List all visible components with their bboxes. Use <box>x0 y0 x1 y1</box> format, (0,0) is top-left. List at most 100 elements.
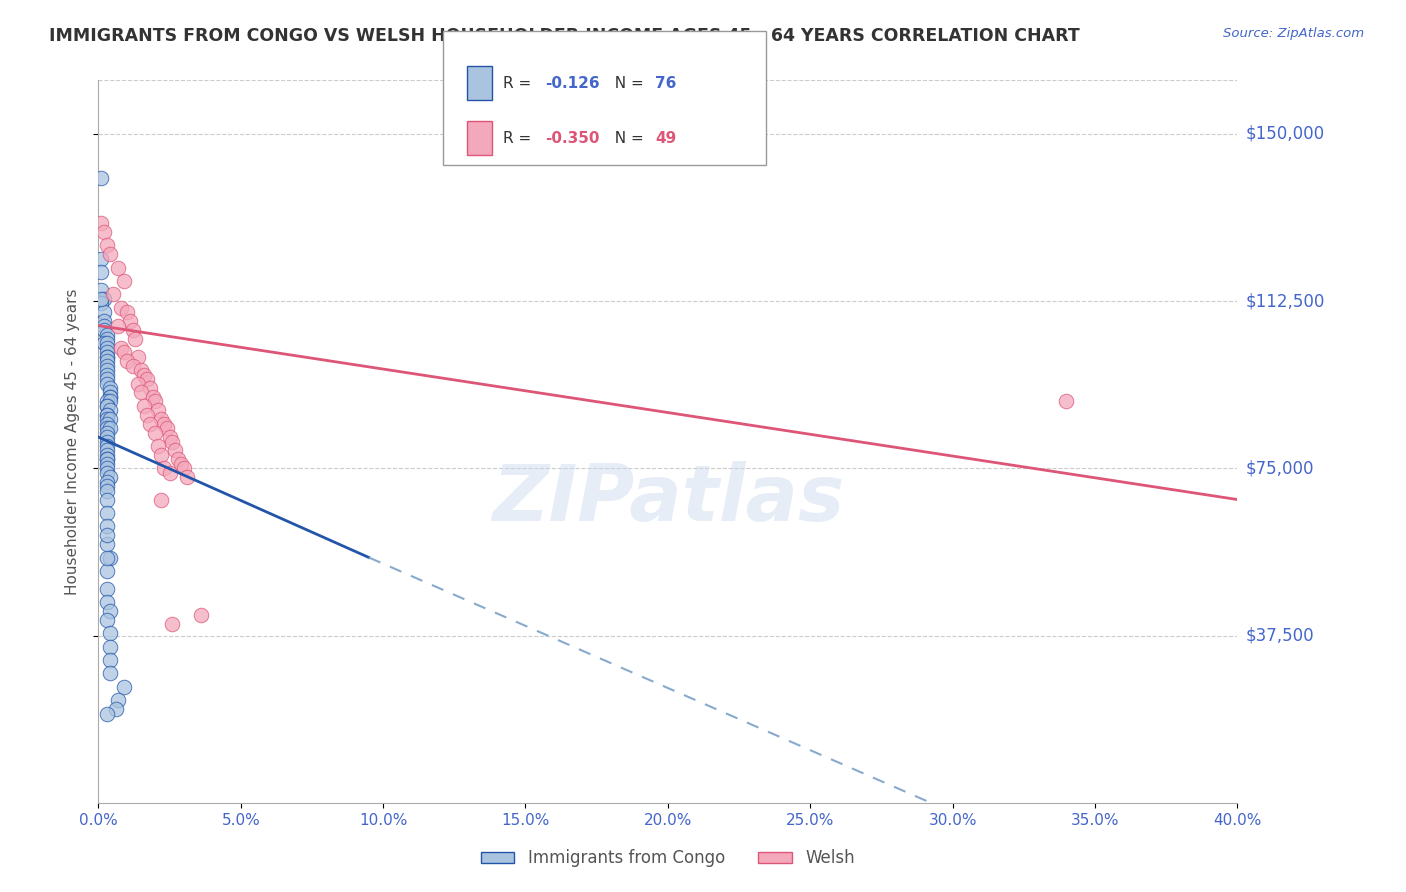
Text: -0.126: -0.126 <box>546 76 600 91</box>
Point <box>98 390 121 404</box>
Point <box>138 417 160 431</box>
Point <box>159 430 181 444</box>
Point <box>110 301 132 315</box>
Point <box>98 470 121 484</box>
Point <box>98 385 121 400</box>
Point <box>90 265 112 279</box>
Point <box>90 216 112 230</box>
Point <box>107 260 129 275</box>
Text: $150,000: $150,000 <box>1246 125 1324 143</box>
Point <box>96 706 118 721</box>
Point <box>127 350 149 364</box>
Text: IMMIGRANTS FROM CONGO VS WELSH HOUSEHOLDER INCOME AGES 45 - 64 YEARS CORRELATION: IMMIGRANTS FROM CONGO VS WELSH HOUSEHOLD… <box>49 27 1080 45</box>
Point <box>176 470 198 484</box>
Point <box>93 314 115 328</box>
Text: $112,500: $112,500 <box>1246 292 1324 310</box>
Text: 76: 76 <box>655 76 676 91</box>
Point <box>148 403 170 417</box>
Point <box>96 412 118 426</box>
Point <box>90 292 112 306</box>
Point <box>96 421 118 435</box>
Point <box>124 332 146 346</box>
Point <box>121 359 143 373</box>
Point <box>153 461 176 475</box>
Point <box>96 613 118 627</box>
Point <box>132 368 155 382</box>
Text: $37,500: $37,500 <box>1246 626 1315 645</box>
Point <box>90 171 112 186</box>
Point <box>96 443 118 458</box>
Point <box>190 608 212 623</box>
Point <box>107 318 129 333</box>
Point <box>153 417 176 431</box>
Point <box>96 528 118 542</box>
Point <box>93 225 115 239</box>
Point <box>135 408 157 422</box>
Point <box>98 550 121 565</box>
Point <box>1056 394 1078 409</box>
Point <box>107 693 129 707</box>
Point <box>96 327 118 342</box>
Text: -0.350: -0.350 <box>546 130 600 145</box>
Point <box>115 305 138 319</box>
Point <box>96 350 118 364</box>
Point <box>96 408 118 422</box>
Point <box>118 314 141 328</box>
Point <box>170 457 193 471</box>
Text: 49: 49 <box>655 130 676 145</box>
Point <box>159 466 181 480</box>
Point <box>112 345 135 359</box>
Point <box>115 354 138 368</box>
Point <box>98 626 121 640</box>
Point <box>101 287 124 301</box>
Point <box>96 537 118 551</box>
Point <box>96 332 118 346</box>
Point <box>96 582 118 596</box>
Point <box>96 359 118 373</box>
Text: ZIPatlas: ZIPatlas <box>492 461 844 537</box>
Point <box>96 448 118 462</box>
Point <box>93 292 115 306</box>
Text: R =: R = <box>503 130 537 145</box>
Point <box>96 417 118 431</box>
Point <box>135 372 157 386</box>
Point <box>167 452 190 467</box>
Point <box>96 457 118 471</box>
Legend: Immigrants from Congo, Welsh: Immigrants from Congo, Welsh <box>474 843 862 874</box>
Point <box>96 550 118 565</box>
Point <box>148 439 170 453</box>
Point <box>98 390 121 404</box>
Point <box>96 492 118 507</box>
Point <box>98 394 121 409</box>
Point <box>96 368 118 382</box>
Point <box>104 702 127 716</box>
Point <box>90 296 112 310</box>
Point <box>150 448 173 462</box>
Text: N =: N = <box>605 76 648 91</box>
Text: R =: R = <box>503 76 537 91</box>
Point <box>96 430 118 444</box>
Point <box>96 345 118 359</box>
Point <box>96 336 118 351</box>
Point <box>96 363 118 377</box>
Point <box>112 274 135 288</box>
Point <box>96 354 118 368</box>
Text: N =: N = <box>605 130 648 145</box>
Point <box>132 399 155 413</box>
Point <box>121 323 143 337</box>
Point <box>98 604 121 618</box>
Point <box>96 483 118 498</box>
Point <box>96 372 118 386</box>
Point <box>141 390 163 404</box>
Point <box>96 466 118 480</box>
Point <box>96 439 118 453</box>
Point <box>90 252 112 266</box>
Point <box>96 399 118 413</box>
Point <box>96 564 118 578</box>
Point <box>93 305 115 319</box>
Point <box>98 421 121 435</box>
Point <box>96 408 118 422</box>
Point <box>98 403 121 417</box>
Point <box>156 421 179 435</box>
Point <box>162 617 184 632</box>
